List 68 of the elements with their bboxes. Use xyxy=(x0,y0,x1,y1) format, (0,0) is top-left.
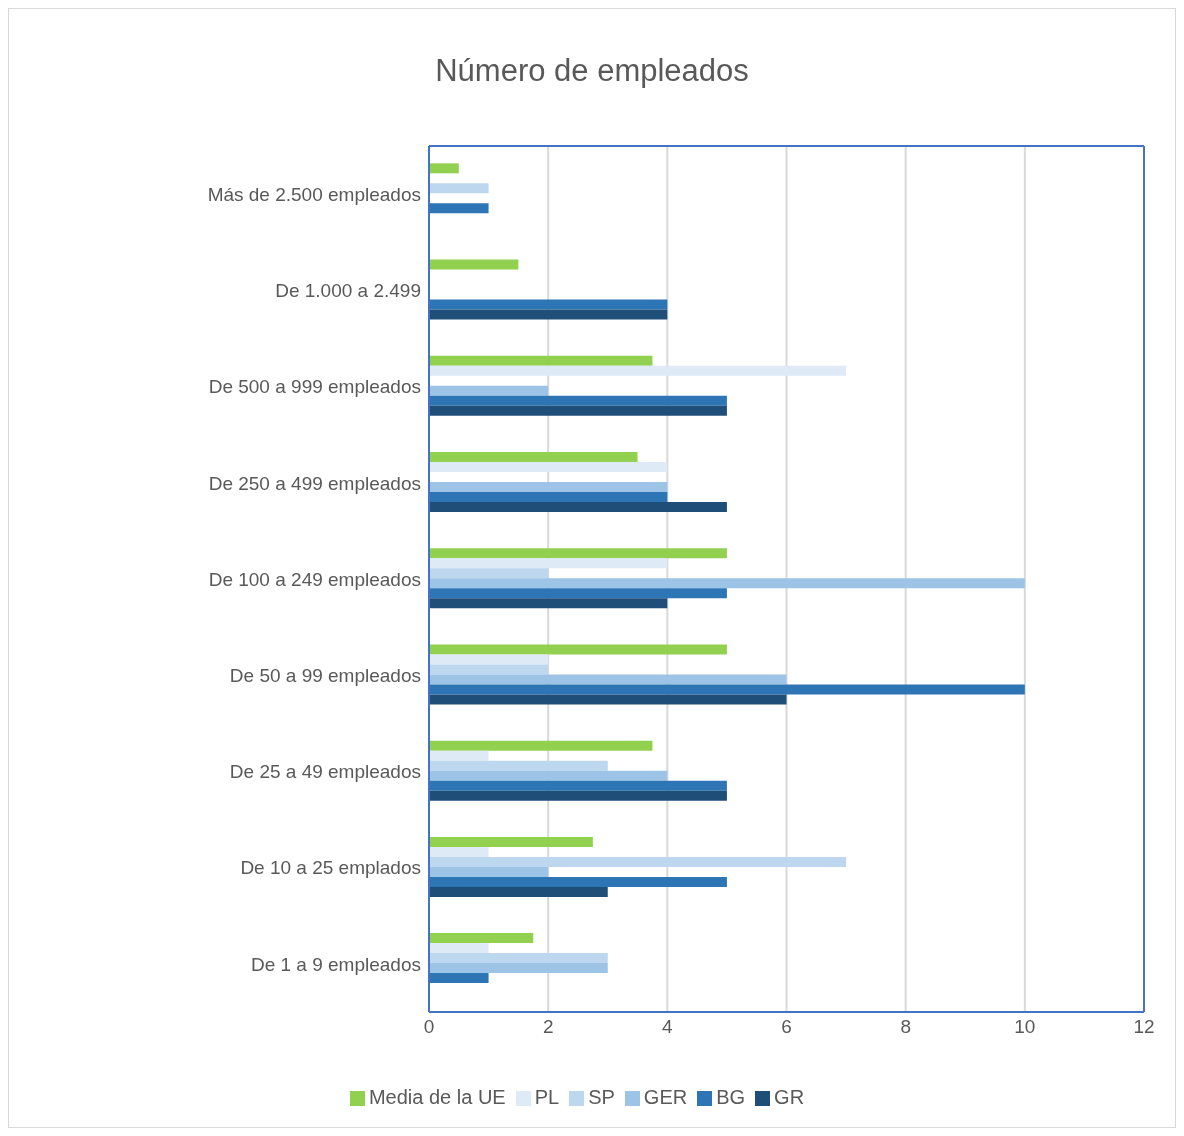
bar xyxy=(429,395,727,406)
legend-label: GR xyxy=(774,1086,805,1108)
bar xyxy=(429,740,653,751)
y-tick-label: De 25 a 49 empleados xyxy=(229,761,421,783)
x-tick-label: 8 xyxy=(900,1016,911,1038)
bar xyxy=(429,876,727,887)
bar xyxy=(429,886,608,897)
bar xyxy=(429,644,727,655)
bar xyxy=(429,491,668,502)
bar xyxy=(429,684,1025,695)
bar xyxy=(429,866,549,877)
chart-title: Número de empleados xyxy=(434,52,750,90)
x-tick-label: 0 xyxy=(423,1016,435,1038)
bar xyxy=(429,598,668,609)
legend-label: GER xyxy=(643,1086,688,1108)
bar xyxy=(429,405,727,416)
y-tick-label: De 50 a 99 empleados xyxy=(229,664,421,686)
x-tick-label: 12 xyxy=(1133,1016,1155,1038)
bar xyxy=(429,568,549,579)
y-tick-label: De 250 a 499 empleados xyxy=(208,472,421,494)
x-tick-label: 10 xyxy=(1014,1016,1036,1038)
x-tick-label: 4 xyxy=(662,1016,674,1038)
bar xyxy=(429,664,549,675)
legend-label: BG xyxy=(716,1086,746,1108)
bar xyxy=(429,299,668,310)
bar xyxy=(429,588,727,599)
bar xyxy=(429,385,549,396)
bar xyxy=(429,309,668,320)
legend-label: SP xyxy=(588,1086,615,1108)
bar xyxy=(429,836,593,847)
y-tick-label: De 100 a 249 empleados xyxy=(208,568,421,590)
bar xyxy=(429,846,489,857)
y-tick-label: De 1 a 9 empleados xyxy=(250,953,421,975)
x-tick-label: 6 xyxy=(781,1016,792,1038)
bar xyxy=(429,943,489,954)
bar xyxy=(429,451,638,462)
y-tick-label: De 1.000 a 2.499 xyxy=(275,280,421,302)
bar xyxy=(429,578,1025,589)
bar xyxy=(429,481,668,492)
y-tick-label: Más de 2.500 empleados xyxy=(207,183,421,205)
bar xyxy=(429,674,787,685)
bar xyxy=(429,203,489,214)
bar xyxy=(429,183,489,194)
bar xyxy=(429,259,519,270)
bar xyxy=(429,501,727,512)
x-tick-label: 2 xyxy=(542,1016,554,1038)
bar xyxy=(429,780,727,791)
bar xyxy=(429,953,608,964)
bar xyxy=(429,750,489,761)
bar xyxy=(429,654,549,665)
bar xyxy=(429,365,847,376)
bar xyxy=(429,163,459,174)
bar xyxy=(429,963,608,974)
legend-label: Media de la UE xyxy=(368,1086,506,1108)
bar xyxy=(429,355,653,366)
bar xyxy=(429,933,534,944)
bar xyxy=(429,770,668,781)
bar xyxy=(429,558,668,569)
bar xyxy=(429,760,608,771)
legend-label: PL xyxy=(534,1086,560,1108)
bar xyxy=(429,694,787,705)
bar xyxy=(429,461,668,472)
bar xyxy=(429,973,489,984)
bar xyxy=(429,548,727,559)
bar xyxy=(429,790,727,801)
y-tick-label: De 10 a 25 emplados xyxy=(240,857,421,879)
y-tick-label: De 500 a 999 empleados xyxy=(208,376,421,398)
bar xyxy=(429,856,847,867)
